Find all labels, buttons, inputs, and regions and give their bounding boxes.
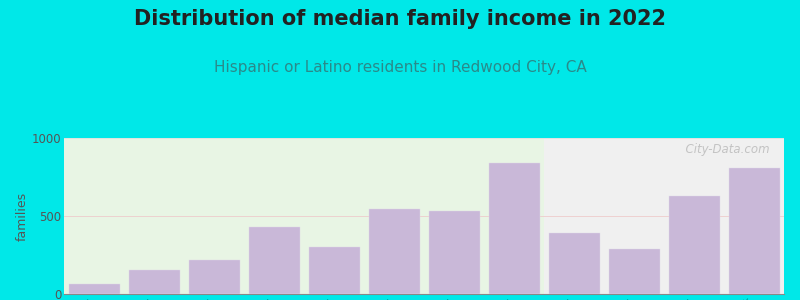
Bar bbox=[129, 270, 179, 294]
Bar bbox=[549, 233, 599, 294]
Bar bbox=[69, 284, 119, 294]
Bar bbox=[609, 249, 659, 294]
Bar bbox=[729, 168, 779, 294]
Bar bbox=[369, 209, 419, 294]
Text: Hispanic or Latino residents in Redwood City, CA: Hispanic or Latino residents in Redwood … bbox=[214, 60, 586, 75]
Bar bbox=[249, 227, 299, 294]
Text: Distribution of median family income in 2022: Distribution of median family income in … bbox=[134, 9, 666, 29]
Bar bbox=[489, 163, 539, 294]
Y-axis label: families: families bbox=[16, 191, 29, 241]
Bar bbox=[309, 247, 359, 294]
Text: City-Data.com: City-Data.com bbox=[678, 143, 770, 156]
Bar bbox=[669, 196, 719, 294]
Bar bbox=[189, 260, 239, 294]
Bar bbox=[429, 211, 479, 294]
Bar bbox=[64, 138, 544, 294]
